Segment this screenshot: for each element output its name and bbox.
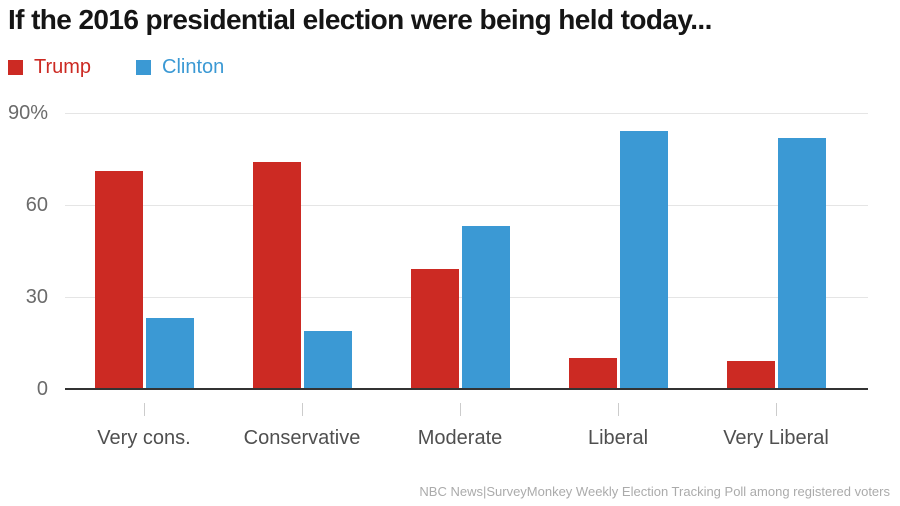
bar-group-conservative [223, 0, 381, 389]
trump-swatch-icon [8, 59, 23, 75]
clinton-bar [620, 131, 668, 389]
trump-bar [569, 358, 617, 389]
legend-item-clinton: Clinton [136, 57, 224, 77]
x-axis-tick [302, 403, 303, 416]
x-axis-category-label: Very Liberal [723, 427, 829, 449]
y-axis-tick-label: 30 [25, 286, 48, 308]
clinton-legend-label: Clinton [162, 56, 225, 78]
clinton-bar [146, 318, 194, 389]
clinton-bar [304, 331, 352, 389]
clinton-bar [462, 226, 510, 389]
y-axis-tick-label: 60 [25, 194, 48, 216]
gridline-90 [65, 113, 868, 114]
y-axis-tick-label: 0 [36, 378, 48, 400]
bar-group-very-cons- [65, 0, 223, 389]
x-axis-category-label: Moderate [417, 427, 503, 449]
x-axis-category-label: Liberal [587, 427, 649, 449]
clinton-swatch-icon [136, 59, 152, 75]
x-axis-tick [144, 403, 145, 416]
x-axis-tick [618, 403, 619, 416]
x-axis-category-label: Very cons. [97, 427, 191, 449]
x-axis-baseline [65, 388, 868, 390]
legend-item-trump: Trump [8, 57, 91, 77]
trump-bar [253, 162, 301, 389]
trump-legend-label: Trump [34, 56, 92, 78]
legend: Trump Clinton [8, 57, 224, 77]
x-axis-tick [460, 403, 461, 416]
gridline-60 [65, 205, 868, 206]
clinton-bar [778, 138, 826, 389]
x-axis-category-label: Conservative [243, 427, 361, 449]
trump-bar [727, 361, 775, 389]
source-attribution: NBC News|SurveyMonkey Weekly Election Tr… [419, 484, 890, 499]
bar-group-very-liberal [697, 0, 855, 389]
bar-group-liberal [539, 0, 697, 389]
bar-group-moderate [381, 0, 539, 389]
y-axis-tick-label: 90% [7, 102, 48, 124]
trump-bar [95, 171, 143, 389]
chart-title: If the 2016 presidential election were b… [8, 4, 712, 35]
trump-bar [411, 269, 459, 389]
x-axis-tick [776, 403, 777, 416]
